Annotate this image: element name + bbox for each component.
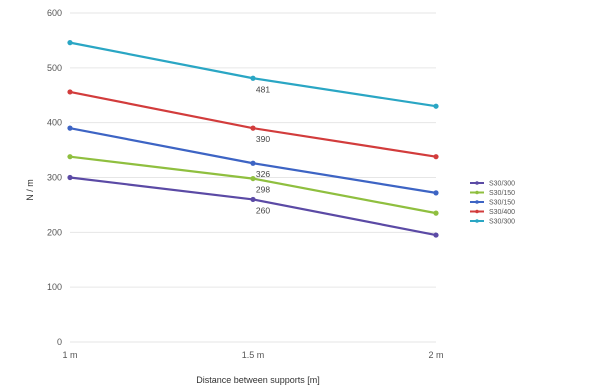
legend-label: S30/150: [489, 200, 515, 207]
data-point: [67, 89, 73, 95]
legend-marker: [475, 190, 479, 195]
data-point: [67, 125, 73, 131]
x-axis-title: Distance between supports [m]: [196, 375, 320, 385]
data-label: 298: [256, 185, 270, 195]
data-point: [433, 154, 439, 160]
data-label: 481: [256, 84, 270, 94]
series-layer: [67, 40, 439, 238]
y-tick-label: 0: [57, 337, 62, 347]
series-line: [69, 176, 437, 237]
data-label: 390: [256, 134, 270, 144]
y-axis-title: N / m: [25, 179, 35, 201]
x-tick-label: 1 m: [62, 350, 77, 360]
y-tick-label: 600: [47, 8, 62, 18]
data-point: [433, 103, 439, 109]
series-line: [69, 90, 437, 158]
data-label: 326: [256, 169, 270, 179]
grid-layer: [70, 12, 436, 343]
legend: S30/300 S30/150 S30/150 S30/400 S30/300: [470, 181, 515, 226]
series-line: [69, 41, 437, 108]
y-tick-label: 100: [47, 282, 62, 292]
axis-layer: 0 100 200 300 400 500 600 1 m 1.5 m 2 m: [47, 8, 444, 360]
legend-label: S30/150: [489, 190, 515, 197]
data-point: [250, 196, 256, 203]
data-point: [250, 75, 256, 81]
data-point: [250, 175, 256, 182]
data-point: [433, 190, 439, 196]
data-point: [250, 125, 256, 131]
y-tick-label: 500: [47, 63, 62, 73]
legend-label: S30/300: [489, 219, 515, 226]
data-point: [433, 210, 439, 216]
data-point: [433, 232, 439, 238]
data-point: [67, 40, 73, 46]
legend-label: S30/300: [489, 181, 515, 188]
data-label-layer: 260 298 326 390 481: [256, 84, 270, 215]
legend-marker: [475, 200, 479, 204]
legend-marker: [475, 209, 479, 214]
x-tick-label: 1.5 m: [242, 350, 265, 360]
y-tick-label: 200: [47, 227, 62, 237]
y-tick-label: 400: [47, 118, 62, 128]
data-label: 260: [256, 205, 270, 215]
data-point: [250, 160, 256, 166]
legend-marker: [475, 219, 479, 223]
legend-label: S30/400: [489, 209, 515, 216]
data-point: [67, 154, 73, 160]
y-tick-label: 300: [47, 173, 62, 183]
x-tick-label: 2 m: [428, 350, 443, 360]
data-point: [67, 174, 73, 181]
legend-marker: [475, 181, 479, 185]
